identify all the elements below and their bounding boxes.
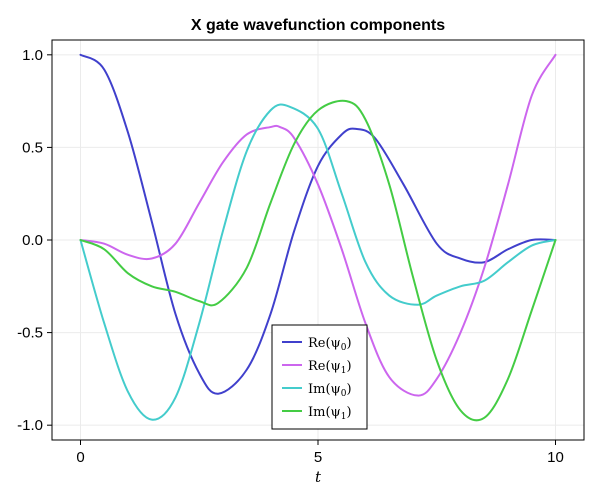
legend: Re(ψ0) Re(ψ1) Im(ψ0) Im(ψ1) [271,324,368,430]
series-line-1 [79,53,557,397]
legend-label: Im(ψ1) [308,405,352,422]
series-line-3 [79,99,557,422]
series-line-2 [79,103,557,421]
x-tick-label: 5 [314,449,322,466]
series-line-0 [79,53,557,395]
y-tick-label: 0.0 [22,232,43,249]
y-tick-label: 0.5 [22,139,43,156]
x-tick-label: 10 [547,449,564,466]
y-tick-label: 1.0 [22,47,43,64]
plot-series [79,53,557,422]
x-tick-label: 0 [76,449,84,466]
y-tick-label: -0.5 [17,325,43,342]
axis-ticks: 0 5 10 1.0 0.5 0.0 -0.5 -1.0 [17,47,564,466]
legend-label: Re(ψ0) [308,336,352,353]
x-axis-label: t [315,468,322,486]
legend-label: Im(ψ0) [308,382,352,399]
y-tick-label: -1.0 [17,417,43,434]
chart-title: X gate wavefunction components [191,17,445,34]
legend-label: Re(ψ1) [308,359,352,376]
